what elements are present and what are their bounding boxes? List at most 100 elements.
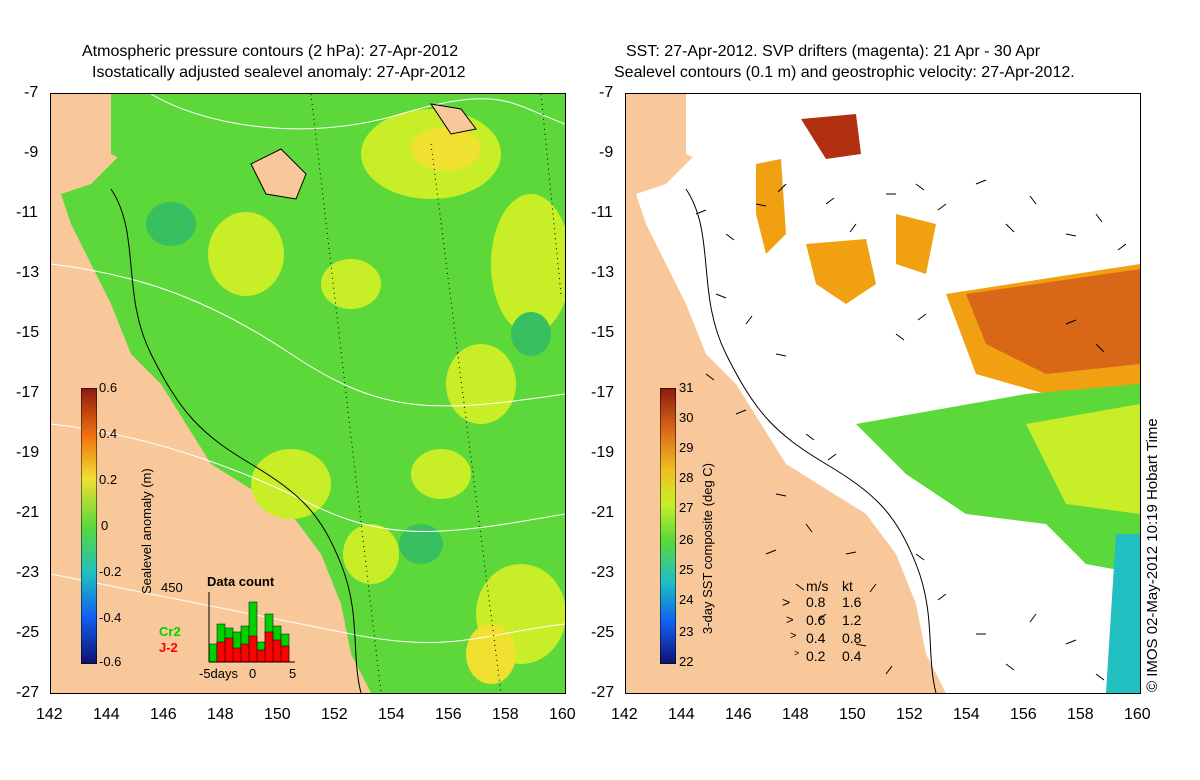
- lat-tick: -11: [591, 204, 613, 221]
- speed-row-ms: 0.4: [806, 630, 826, 646]
- lon-tick: 158: [1067, 706, 1094, 723]
- colorbar-tick: 0: [101, 518, 109, 533]
- lat-tick: -7: [599, 84, 614, 101]
- lat-tick: -13: [591, 264, 615, 281]
- lon-tick: 160: [549, 706, 576, 723]
- colorbar-tick: 0.6: [99, 380, 118, 395]
- lon-tick: 142: [611, 706, 638, 723]
- gulf-sla-field: [111, 94, 146, 164]
- lon-tick: 146: [725, 706, 752, 723]
- lon-tick: 144: [93, 706, 120, 723]
- left-map[interactable]: 0.6 0.4 0.2 0 -0.2 -0.4 -0.6 Sealevel an…: [50, 93, 566, 694]
- pressure-contour: [51, 263, 565, 407]
- imos-credit: © IMOS 02-May-2012 10:19 Hobart Time: [1144, 418, 1161, 692]
- lat-tick: -27: [16, 684, 40, 701]
- speed-header-ms: m/s: [806, 578, 829, 594]
- sst-colorbar-label: 3-day SST composite (deg C): [700, 463, 715, 634]
- lat-tick: -23: [591, 564, 615, 581]
- ocean-no-data: [636, 94, 1140, 693]
- sla-negative-blob: [511, 312, 551, 356]
- sla-colorbar: [81, 388, 97, 664]
- sst-map: [626, 94, 1140, 693]
- pressure-contour: [51, 423, 565, 532]
- lon-tick: 150: [264, 706, 291, 723]
- sla-positive-blob: [251, 449, 331, 519]
- shelf-contour: [685, 188, 937, 693]
- speed-row-kt: 0.4: [842, 648, 862, 664]
- colorbar-tick: 23: [679, 624, 694, 639]
- inset-series2-label: J-2: [159, 640, 178, 655]
- colorbar-tick: 30: [679, 410, 694, 425]
- colorbar-tick: 31: [679, 380, 694, 395]
- lat-tick: -17: [16, 384, 40, 401]
- inset-xlabel-left: -5days: [199, 666, 239, 681]
- inset-histogram: [208, 592, 295, 663]
- speed-row-ms: 0.6: [806, 612, 826, 628]
- lat-tick: -9: [599, 144, 614, 161]
- lat-tick: -17: [591, 384, 615, 401]
- colorbar-tick: 0.2: [99, 472, 118, 487]
- sla-positive-blob: [446, 344, 516, 424]
- speed-header-kt: kt: [842, 578, 853, 594]
- sst-patch-orange: [806, 239, 876, 304]
- shelf-contour: [110, 188, 362, 693]
- lat-tick: -11: [16, 204, 38, 221]
- inset-xlabel-mid: 0: [249, 666, 257, 681]
- lon-tick: 148: [207, 706, 234, 723]
- inset-series1-label: Cr2: [159, 624, 181, 639]
- colorbar-tick: -0.2: [99, 564, 122, 579]
- colorbar-tick: -0.4: [99, 610, 122, 625]
- sst-hot-island: [801, 114, 861, 159]
- speed-row-kt: 0.8: [842, 630, 862, 646]
- sla-positive-blob: [321, 259, 381, 309]
- colorbar-tick: 0.4: [99, 426, 118, 441]
- lon-tick: 154: [953, 706, 980, 723]
- colorbar-tick: 26: [679, 532, 694, 547]
- island-coastline: [250, 148, 307, 200]
- sst-patch-orange: [756, 159, 786, 254]
- right-map[interactable]: 31 30 29 28 27 26 25 24 23 22 3-day SST …: [625, 93, 1141, 694]
- sst-colorbar: [660, 388, 676, 664]
- speed-row-ms: 0.2: [806, 648, 826, 664]
- lat-tick: -13: [16, 264, 40, 281]
- colorbar-tick: 22: [679, 654, 694, 669]
- lon-tick: 144: [668, 706, 695, 723]
- sla-positive-blob: [411, 449, 471, 499]
- lat-tick: -23: [16, 564, 40, 581]
- sst-patch-orange: [896, 214, 936, 274]
- lon-tick: 152: [321, 706, 348, 723]
- colorbar-tick: 28: [679, 470, 694, 485]
- lat-tick: -25: [16, 624, 40, 641]
- inset-ymax: 450: [161, 580, 183, 595]
- sla-peak-blob: [466, 624, 516, 684]
- sealevel-anomaly-map: [51, 94, 565, 693]
- left-title-line1: Atmospheric pressure contours (2 hPa): 2…: [82, 43, 459, 60]
- speed-legend: m/s kt > 0.8 1.6 > 0.6 1.2 > 0.4 0.8 > 0…: [776, 578, 906, 668]
- lon-tick: 146: [150, 706, 177, 723]
- sla-positive-blob: [343, 524, 399, 584]
- satellite-track: [540, 94, 562, 295]
- right-title-line2: Sealevel contours (0.1 m) and geostrophi…: [614, 64, 1075, 81]
- lat-tick: -21: [16, 504, 40, 521]
- lon-tick: 156: [1010, 706, 1037, 723]
- colorbar-tick: 25: [679, 562, 694, 577]
- sla-colorbar-label: Sealevel anomaly (m): [139, 468, 154, 594]
- pressure-contour: [150, 94, 565, 130]
- sst-patch-yellow: [1026, 404, 1140, 514]
- colorbar-tick: 27: [679, 500, 694, 515]
- speed-row-kt: 1.2: [842, 612, 862, 628]
- speed-row-ms: 0.8: [806, 594, 826, 610]
- sst-hot-patch: [966, 269, 1140, 374]
- sst-patch-cyan: [1106, 534, 1140, 693]
- lat-tick: -19: [16, 444, 40, 461]
- lat-tick: -15: [16, 324, 40, 341]
- speed-arrow-icon: >: [794, 648, 800, 658]
- lon-tick: 142: [36, 706, 63, 723]
- data-count-inset: 450 Data count Cr2 J-2 -5da: [159, 574, 301, 684]
- lat-tick: -7: [24, 84, 39, 101]
- speed-arrow-icon: >: [786, 612, 794, 627]
- velocity-arrows: [695, 179, 1127, 681]
- lat-tick: -25: [591, 624, 615, 641]
- lon-tick: 154: [378, 706, 405, 723]
- lat-tick: -15: [591, 324, 615, 341]
